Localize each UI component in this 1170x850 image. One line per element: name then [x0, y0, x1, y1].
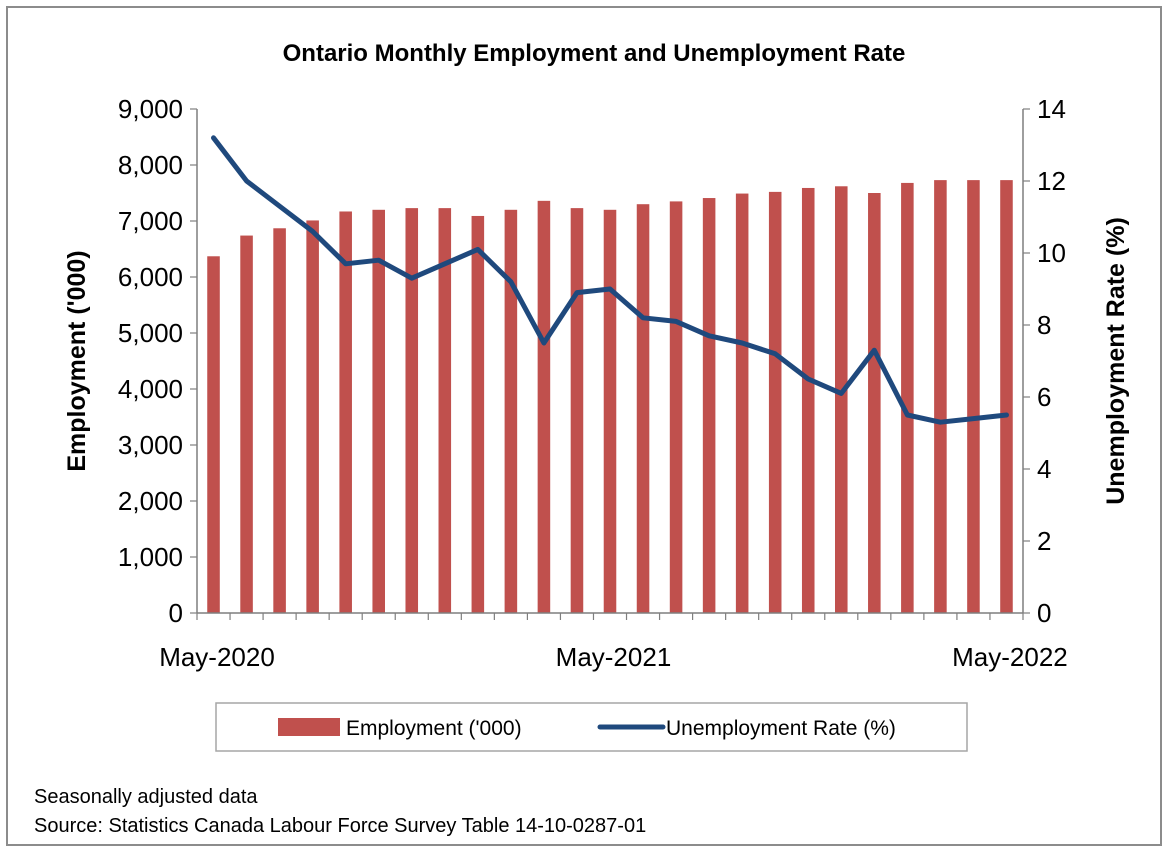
employment-bar: [504, 209, 518, 614]
x-tick-label: May-2021: [556, 642, 672, 672]
y-axis-ticks: 0 1,000 2,000 3,000 4,000 5,000 6,000 7,000 8,00…: [118, 94, 197, 628]
legend-swatch-employment: [278, 718, 340, 736]
y2-tick-label: 14: [1037, 94, 1066, 124]
y2-axis-title: Unemployment Rate (%): [1102, 217, 1130, 505]
y-tick-label: 2,000: [118, 486, 183, 516]
y2-tick-label: 2: [1037, 526, 1051, 556]
y-tick-label: 5,000: [118, 318, 183, 348]
y2-tick-label: 0: [1037, 598, 1051, 628]
y2-axis-ticks: 0 2 4 6 8 10 12 14: [1023, 94, 1066, 628]
y-tick-label: 4,000: [118, 374, 183, 404]
employment-bar: [901, 182, 914, 614]
employment-bar: [471, 215, 485, 613]
employment-bar: [967, 180, 980, 613]
employment-bar: [273, 228, 286, 613]
employment-bar: [1000, 180, 1013, 613]
y-axis-title: Employment ('000): [63, 250, 91, 471]
employment-bar: [240, 235, 253, 613]
legend: Employment ('000) Unemployment Rate (%): [215, 702, 968, 752]
x-tick-label: May-2020: [159, 642, 275, 672]
y-tick-label: 1,000: [118, 542, 183, 572]
y2-tick-label: 12: [1037, 166, 1066, 196]
employment-bar: [405, 208, 419, 613]
employment-bar: [735, 193, 749, 613]
y-tick-label: 6,000: [118, 262, 183, 292]
employment-bar: [570, 208, 584, 613]
legend-label-employment: Employment ('000): [346, 717, 522, 740]
legend-box: [215, 702, 968, 752]
unemployment-rate-line: [211, 135, 1009, 425]
y2-tick-label: 8: [1037, 310, 1051, 340]
employment-bar: [702, 198, 716, 614]
employment-bar: [868, 193, 881, 613]
employment-bar: [801, 187, 815, 613]
employment-bar: [339, 211, 352, 614]
x-tick-label: May-2022: [952, 642, 1068, 672]
employment-bars: [207, 180, 1013, 614]
y2-tick-label: 10: [1037, 238, 1066, 268]
y-tick-label: 0: [169, 598, 183, 628]
y2-tick-label: 6: [1037, 382, 1051, 412]
y-tick-label: 3,000: [118, 430, 183, 460]
unemployment-line-layer: [211, 135, 1009, 425]
employment-bar: [306, 220, 319, 613]
employment-bar: [537, 200, 551, 613]
x-axis-labels: May-2020 May-2021 May-2022: [159, 642, 1068, 672]
employment-bar: [207, 256, 220, 613]
employment-bar: [768, 191, 782, 613]
chart-axes: [196, 109, 1024, 620]
note-seasonally-adjusted: Seasonally adjusted data: [34, 786, 258, 808]
y-tick-label: 8,000: [118, 150, 183, 180]
employment-bar: [934, 180, 947, 613]
y-tick-label: 9,000: [118, 94, 183, 124]
employment-bar: [636, 204, 650, 613]
chart-title: Ontario Monthly Employment and Unemploym…: [283, 40, 906, 67]
legend-label-unemployment: Unemployment Rate (%): [666, 717, 896, 740]
employment-bar: [372, 209, 385, 614]
employment-bar: [669, 201, 683, 613]
employment-bar: [438, 208, 452, 613]
employment-bar: [835, 186, 848, 613]
y2-tick-label: 4: [1037, 454, 1051, 484]
note-source: Source: Statistics Canada Labour Force S…: [34, 815, 647, 837]
employment-bar: [603, 209, 617, 614]
y-tick-label: 7,000: [118, 206, 183, 236]
